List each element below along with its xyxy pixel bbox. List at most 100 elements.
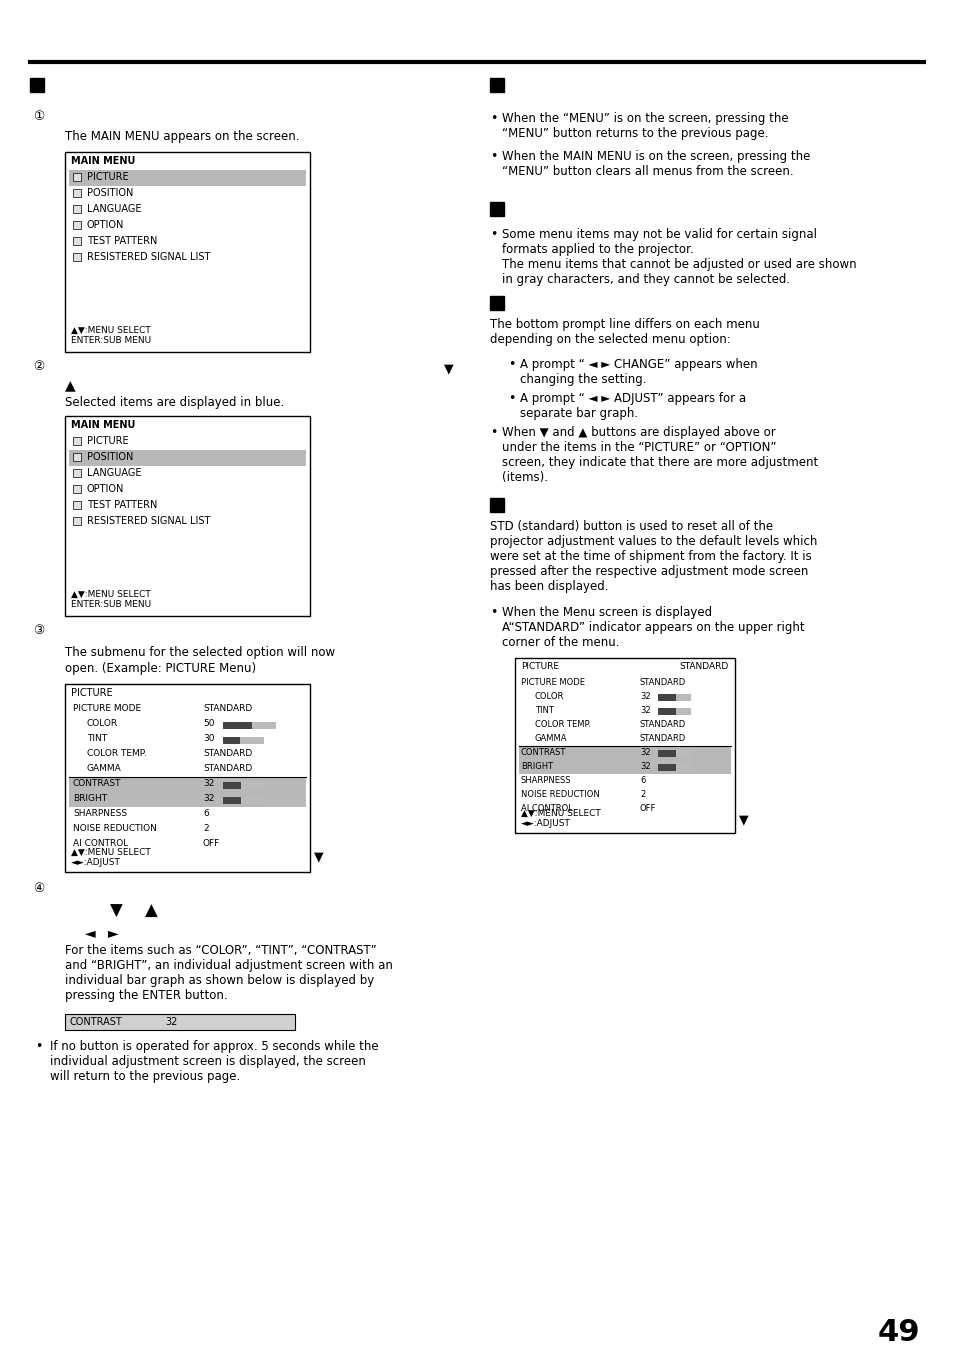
Text: STANDARD: STANDARD (203, 704, 252, 714)
Text: ④: ④ (33, 882, 44, 894)
Bar (73, 453, 81, 461)
Bar (30, 78, 44, 92)
Text: When the Menu screen is displayed
A“STANDARD” indicator appears on the upper rig: When the Menu screen is displayed A“STAN… (501, 606, 803, 649)
Text: CONTRAST: CONTRAST (73, 778, 121, 788)
Text: STANDARD: STANDARD (639, 679, 685, 687)
Text: CONTRAST: CONTRAST (520, 747, 566, 757)
Text: BRIGHT: BRIGHT (520, 762, 553, 772)
Text: PICTURE: PICTURE (71, 688, 112, 697)
Text: •: • (35, 1040, 42, 1054)
Text: PICTURE: PICTURE (520, 662, 558, 670)
Bar (73, 237, 81, 246)
Bar (73, 254, 81, 260)
Bar (490, 498, 503, 513)
Bar (223, 782, 241, 789)
Bar (490, 78, 503, 92)
Text: 2: 2 (203, 824, 209, 832)
Text: ①: ① (33, 111, 44, 123)
Text: LANGUAGE: LANGUAGE (87, 204, 141, 214)
Text: 32: 32 (639, 762, 650, 772)
Text: ▲▼:MENU SELECT
◄►:ADJUST: ▲▼:MENU SELECT ◄►:ADJUST (71, 849, 151, 867)
Bar (515, 658, 734, 832)
Text: Selected items are displayed in blue.: Selected items are displayed in blue. (65, 397, 284, 409)
Text: The submenu for the selected option will now: The submenu for the selected option will… (65, 646, 335, 660)
Text: STANDARD: STANDARD (639, 720, 685, 728)
Bar (65, 1014, 294, 1031)
Text: ►: ► (108, 925, 118, 940)
Text: SHARPNESS: SHARPNESS (520, 776, 571, 785)
Text: •: • (490, 112, 497, 125)
Text: A prompt “ ◄ ► ADJUST” appears for a
separate bar graph.: A prompt “ ◄ ► ADJUST” appears for a sep… (519, 393, 745, 420)
Text: If no button is operated for approx. 5 seconds while the
individual adjustment s: If no button is operated for approx. 5 s… (50, 1040, 378, 1083)
Text: MAIN MENU: MAIN MENU (71, 156, 135, 166)
Bar (65, 152, 310, 352)
Text: POSITION: POSITION (87, 188, 133, 198)
Bar (518, 746, 730, 759)
Text: 30: 30 (203, 734, 214, 743)
Text: TEST PATTERN: TEST PATTERN (87, 236, 157, 246)
Text: 32: 32 (639, 706, 650, 715)
Bar (69, 170, 306, 186)
Text: 32: 32 (639, 692, 650, 701)
Text: RESISTERED SIGNAL LIST: RESISTERED SIGNAL LIST (87, 252, 211, 262)
Text: open. (Example: PICTURE Menu): open. (Example: PICTURE Menu) (65, 662, 255, 674)
Text: 2: 2 (639, 791, 644, 799)
Text: STANDARD: STANDARD (679, 662, 728, 670)
Bar (490, 202, 503, 216)
Bar (241, 797, 265, 804)
Text: ▼: ▼ (739, 813, 748, 826)
Bar (252, 722, 275, 728)
Text: 32: 32 (639, 747, 650, 757)
Text: ▼: ▼ (314, 850, 323, 863)
Text: ▼: ▼ (444, 362, 454, 375)
Bar (69, 451, 306, 465)
Bar (73, 173, 81, 181)
Text: COLOR: COLOR (87, 719, 118, 728)
Text: OFF: OFF (639, 804, 656, 813)
Text: ▲▼:MENU SELECT
ENTER:SUB MENU: ▲▼:MENU SELECT ENTER:SUB MENU (71, 326, 151, 345)
Text: A prompt “ ◄ ► CHANGE” appears when
changing the setting.: A prompt “ ◄ ► CHANGE” appears when chan… (519, 357, 757, 386)
Text: 32: 32 (203, 795, 214, 803)
Text: TINT: TINT (535, 706, 554, 715)
Bar (73, 500, 81, 509)
Text: •: • (507, 357, 515, 371)
Text: GAMMA: GAMMA (87, 764, 122, 773)
Text: •: • (507, 393, 515, 405)
Bar (658, 750, 675, 757)
Text: PICTURE MODE: PICTURE MODE (73, 704, 141, 714)
Text: ▼: ▼ (110, 902, 123, 920)
Bar (658, 708, 675, 715)
Text: COLOR TEMP.: COLOR TEMP. (535, 720, 590, 728)
Bar (490, 295, 503, 310)
Text: MAIN MENU: MAIN MENU (71, 420, 135, 430)
Bar (223, 722, 252, 728)
Text: 50: 50 (203, 719, 214, 728)
Text: Some menu items may not be valid for certain signal
formats applied to the proje: Some menu items may not be valid for cer… (501, 228, 856, 286)
Text: SHARPNESS: SHARPNESS (73, 809, 127, 817)
Bar (69, 792, 306, 807)
Text: AI CONTROL: AI CONTROL (520, 804, 572, 813)
Bar (73, 486, 81, 492)
Text: LANGUAGE: LANGUAGE (87, 468, 141, 478)
Text: OPTION: OPTION (87, 484, 124, 494)
Bar (73, 221, 81, 229)
Bar (675, 693, 690, 701)
Text: •: • (490, 228, 497, 241)
Text: The MAIN MENU appears on the screen.: The MAIN MENU appears on the screen. (65, 130, 299, 143)
Text: NOISE REDUCTION: NOISE REDUCTION (73, 824, 156, 832)
Bar (518, 759, 730, 774)
Bar (73, 469, 81, 478)
Text: 6: 6 (203, 809, 209, 817)
Text: 6: 6 (639, 776, 644, 785)
Text: PICTURE: PICTURE (87, 173, 129, 182)
Text: ▲▼:MENU SELECT
◄►:ADJUST: ▲▼:MENU SELECT ◄►:ADJUST (520, 809, 600, 828)
Text: ▲▼:MENU SELECT
ENTER:SUB MENU: ▲▼:MENU SELECT ENTER:SUB MENU (71, 590, 151, 610)
Text: POSITION: POSITION (87, 452, 133, 461)
Bar (658, 764, 675, 772)
Text: ▲: ▲ (65, 378, 75, 393)
Text: CONTRAST: CONTRAST (70, 1017, 123, 1027)
Text: •: • (490, 606, 497, 619)
Text: ②: ② (33, 360, 44, 374)
Bar (675, 708, 690, 715)
Text: GAMMA: GAMMA (535, 734, 567, 743)
